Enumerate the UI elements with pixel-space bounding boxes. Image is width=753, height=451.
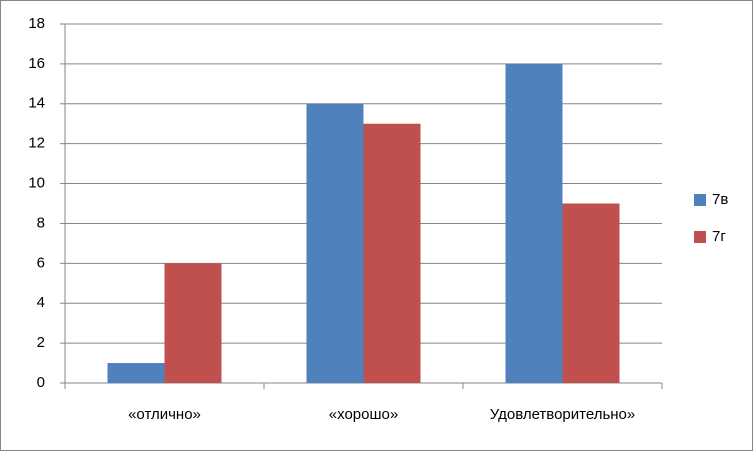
y-tick-label: 8 xyxy=(37,214,45,231)
bar xyxy=(164,263,222,383)
bar xyxy=(107,363,165,383)
legend-swatch xyxy=(694,231,706,243)
x-tick-label: «хорошо» xyxy=(329,406,398,423)
bar xyxy=(505,63,563,384)
bar xyxy=(363,123,421,383)
bar xyxy=(562,203,620,383)
legend-swatch xyxy=(694,194,706,206)
y-tick-label: 16 xyxy=(28,55,45,72)
x-tick-label: «отлично» xyxy=(128,406,201,423)
bar xyxy=(306,103,364,384)
y-tick-label: 12 xyxy=(28,135,45,152)
y-tick-label: 4 xyxy=(37,294,45,311)
x-tick-label: Удовлетворительно» xyxy=(490,406,636,423)
y-tick-label: 10 xyxy=(28,175,45,192)
y-tick-label: 18 xyxy=(28,15,45,32)
y-tick-label: 2 xyxy=(37,334,45,351)
y-tick-label: 6 xyxy=(37,254,45,271)
y-tick-label: 0 xyxy=(37,374,45,391)
legend-label: 7г xyxy=(712,228,726,245)
y-tick-label: 14 xyxy=(28,95,45,112)
legend-label: 7в xyxy=(712,191,728,208)
